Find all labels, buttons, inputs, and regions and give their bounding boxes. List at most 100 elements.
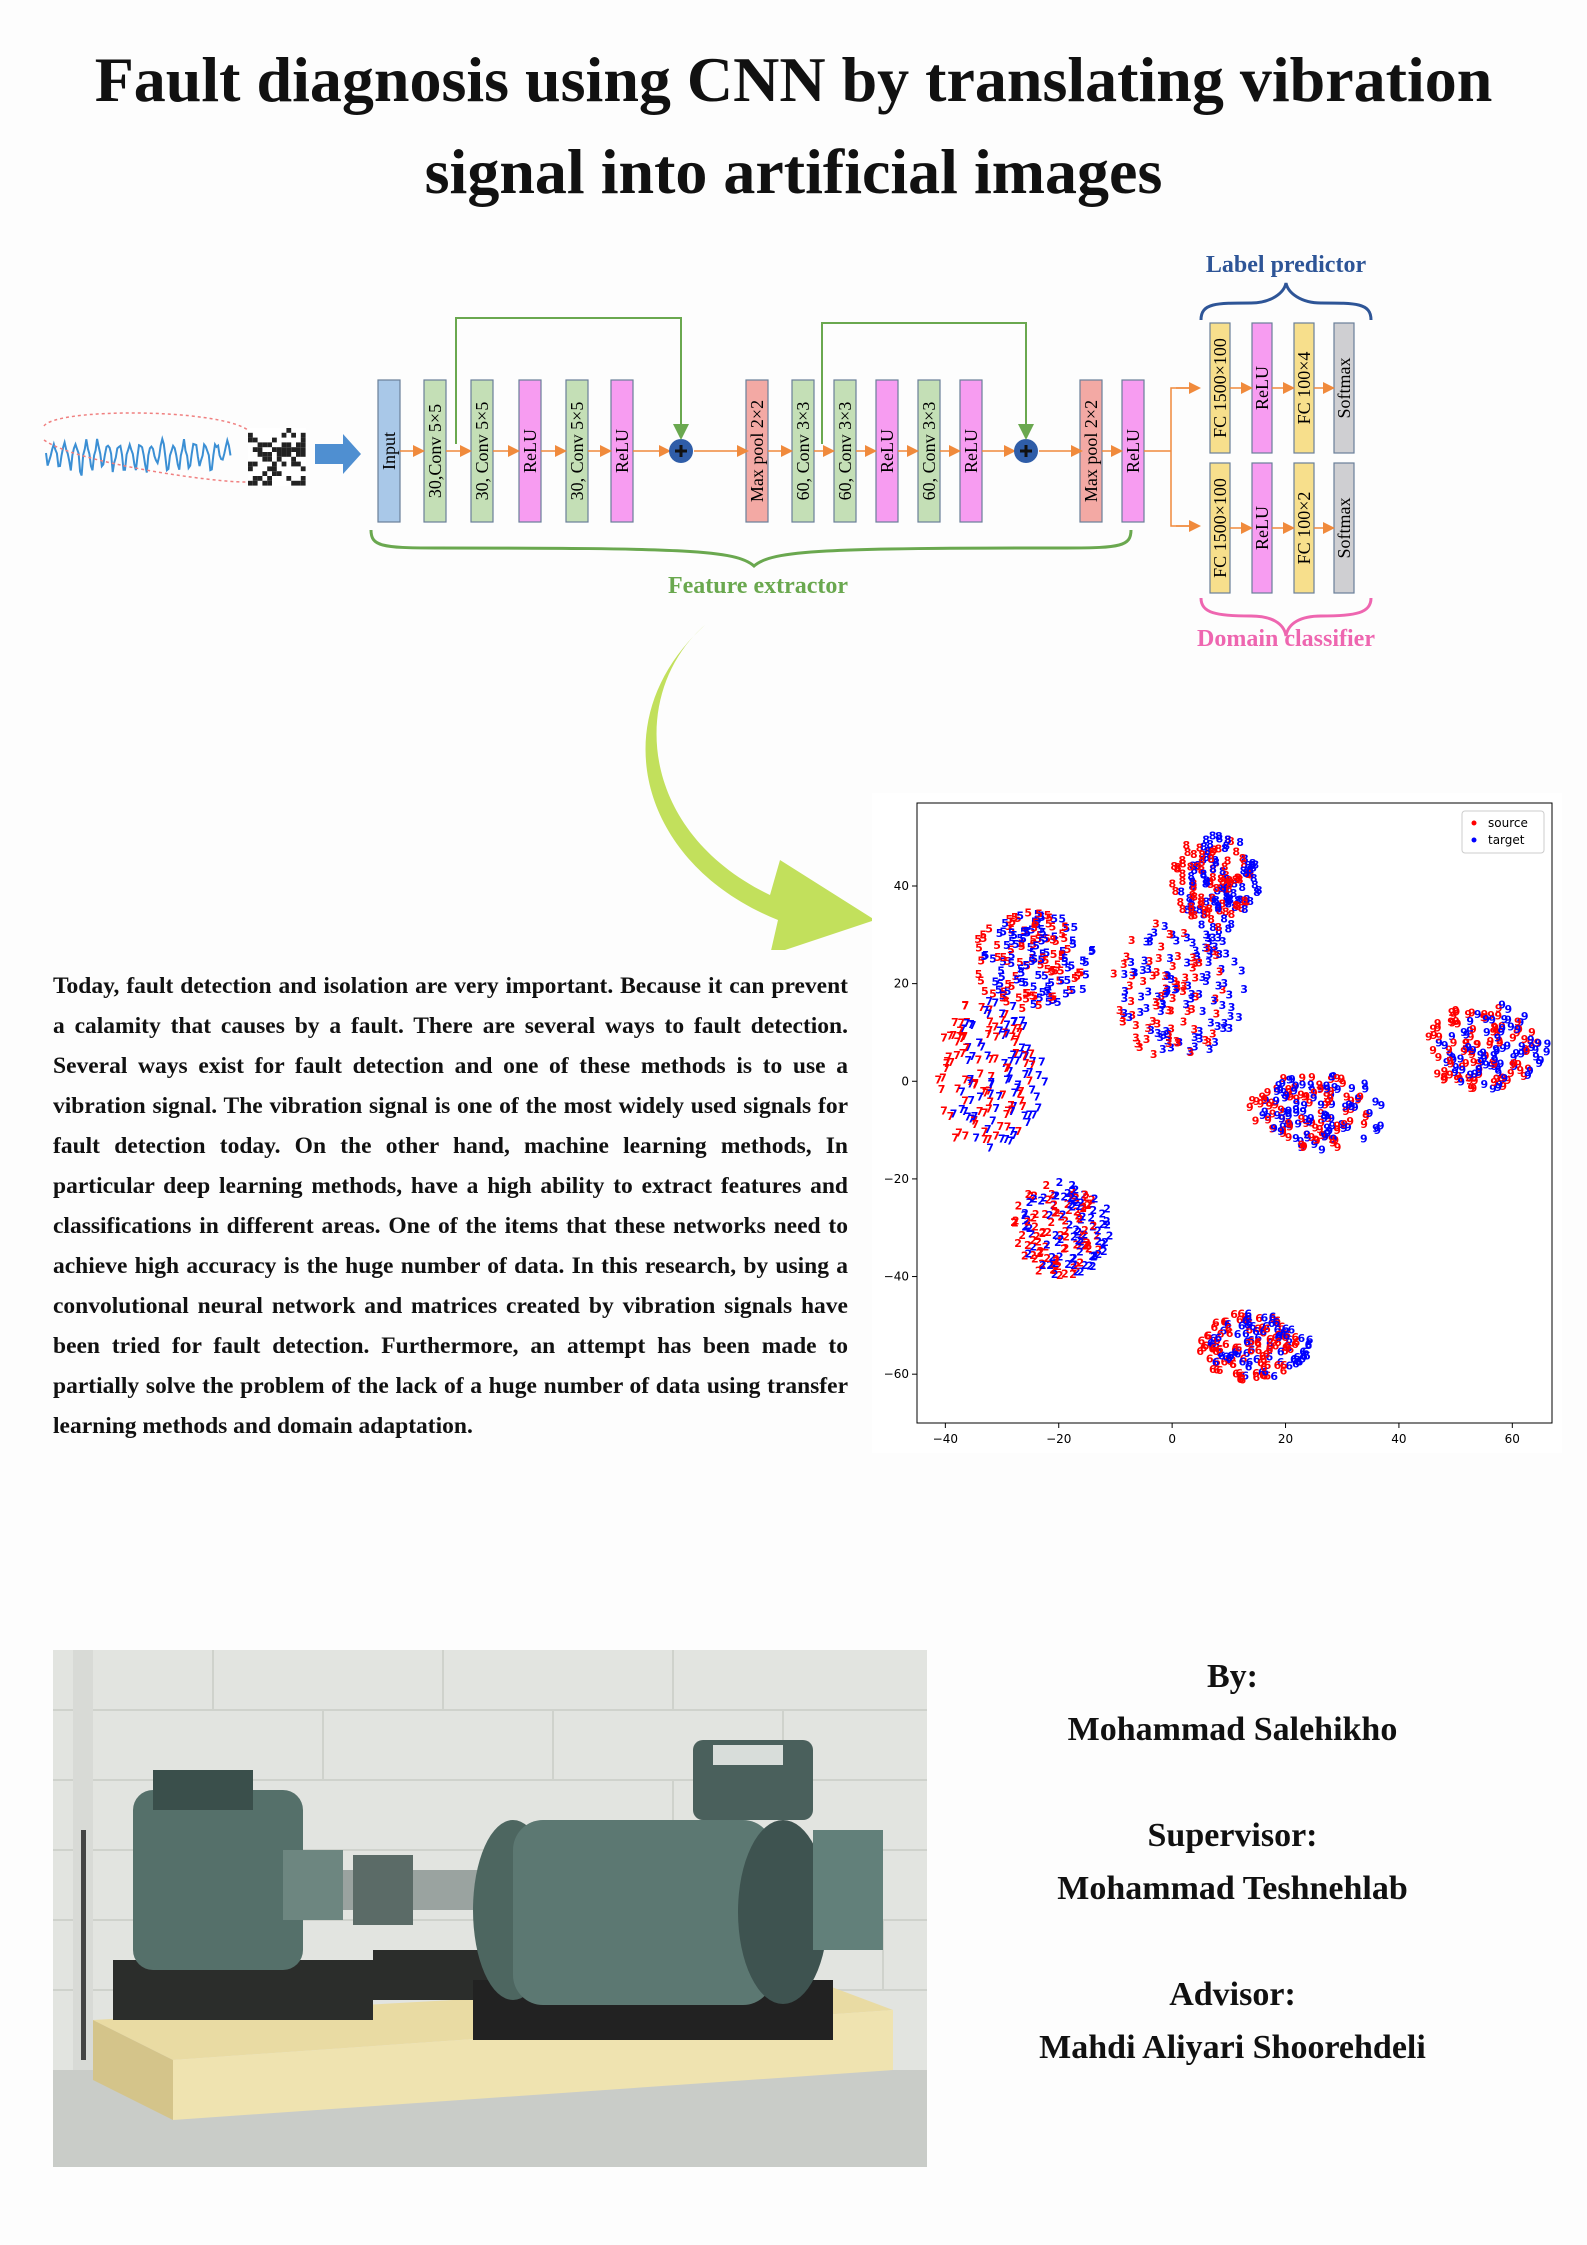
source-point: 9: [1333, 1124, 1341, 1137]
target-point: 7: [995, 1090, 1003, 1103]
source-point: 3: [1128, 934, 1136, 947]
source-point: 7: [1010, 1022, 1018, 1035]
x-tick-label: −40: [933, 1432, 958, 1446]
source-point: 6: [1198, 1334, 1206, 1347]
target-point: 9: [1494, 1081, 1502, 1094]
source-point: 3: [1152, 996, 1160, 1009]
source-point: 2: [1029, 1249, 1037, 1262]
source-point: 2: [1088, 1193, 1096, 1206]
target-point: 2: [1103, 1218, 1111, 1231]
target-point: 8: [1225, 897, 1233, 910]
source-point: 6: [1272, 1331, 1280, 1344]
source-point: 8: [1179, 903, 1187, 916]
target-point: 9: [1330, 1070, 1338, 1083]
target-point: 9: [1362, 1082, 1370, 1095]
source-point: 9: [1329, 1136, 1337, 1149]
target-point: 5: [1019, 933, 1027, 946]
source-point: 8: [1246, 867, 1254, 880]
source-point: 5: [1004, 955, 1012, 968]
source-point: 2: [1064, 1198, 1072, 1211]
source-point: 5: [1049, 964, 1057, 977]
source-point: 8: [1188, 910, 1196, 923]
source-point: 9: [1266, 1100, 1274, 1113]
target-point: 6: [1238, 1319, 1246, 1332]
source-point: 9: [1509, 1031, 1517, 1044]
target-point: 3: [1215, 980, 1223, 993]
target-point: 9: [1348, 1082, 1356, 1095]
source-point: 3: [1149, 970, 1157, 983]
source-point: 6: [1228, 1351, 1236, 1364]
target-point: 8: [1190, 880, 1198, 893]
target-point: 2: [1081, 1239, 1089, 1252]
source-point: 7: [1017, 1085, 1025, 1098]
source-point: 2: [1050, 1198, 1058, 1211]
source-point: 6: [1257, 1357, 1265, 1370]
source-point: 8: [1238, 902, 1246, 915]
source-point: 9: [1298, 1072, 1306, 1085]
target-point: 6: [1261, 1365, 1269, 1378]
target-point: 5: [995, 984, 1003, 997]
target-point: 7: [1029, 1055, 1037, 1068]
target-point: 6: [1290, 1353, 1298, 1366]
source-point: 5: [1044, 963, 1052, 976]
target-point: 2: [1064, 1258, 1072, 1271]
source-point: 2: [1010, 1216, 1018, 1229]
target-point: 2: [1069, 1184, 1077, 1197]
source-point: 5: [1032, 917, 1040, 930]
target-point: 2: [1060, 1190, 1068, 1203]
source-point: 9: [1433, 1068, 1441, 1081]
source-point: 3: [1173, 978, 1181, 991]
target-point: 8: [1223, 873, 1231, 886]
target-point: 6: [1285, 1334, 1293, 1347]
target-point: 6: [1243, 1347, 1251, 1360]
source-point: 6: [1280, 1364, 1288, 1377]
source-point: 8: [1224, 854, 1232, 867]
source-point: 3: [1190, 1023, 1198, 1036]
target-point: 5: [989, 952, 997, 965]
source-point: 6: [1291, 1338, 1299, 1351]
target-point: 8: [1188, 876, 1196, 889]
source-point: 2: [1031, 1220, 1039, 1233]
target-point: 3: [1176, 1036, 1184, 1049]
target-point: 9: [1262, 1094, 1270, 1107]
target-point: 2: [1059, 1209, 1067, 1222]
target-point: 7: [1014, 1081, 1022, 1094]
source-point: 8: [1212, 882, 1220, 895]
source-point: 5: [1075, 966, 1083, 979]
target-point: 9: [1521, 1010, 1529, 1023]
source-point: 7: [939, 1072, 947, 1085]
source-point: 3: [1153, 966, 1161, 979]
target-point: 9: [1497, 1057, 1505, 1070]
target-point: 2: [1100, 1245, 1108, 1258]
target-point: 3: [1157, 1005, 1165, 1018]
target-point: 2: [1050, 1199, 1058, 1212]
source-point: 6: [1264, 1369, 1272, 1382]
source-point: 5: [1018, 940, 1026, 953]
target-point: 3: [1172, 983, 1180, 996]
source-point: 2: [1032, 1208, 1040, 1221]
target-point: 3: [1206, 948, 1214, 961]
target-point: 9: [1503, 1040, 1511, 1053]
source-point: 9: [1297, 1089, 1305, 1102]
source-point: 8: [1196, 841, 1204, 854]
target-point: 9: [1273, 1085, 1281, 1098]
source-point: 5: [1024, 906, 1032, 919]
target-point: 6: [1216, 1347, 1224, 1360]
source-point: 3: [1165, 1004, 1173, 1017]
source-point: 6: [1261, 1370, 1269, 1383]
target-point: 3: [1240, 983, 1248, 996]
source-point: 5: [999, 992, 1007, 1005]
target-point: 6: [1290, 1353, 1298, 1366]
target-point: 7: [987, 1088, 995, 1101]
target-point: 7: [967, 1094, 975, 1107]
source-point: 3: [1196, 957, 1204, 970]
target-point: 9: [1457, 1052, 1465, 1065]
target-point: 2: [1037, 1195, 1045, 1208]
target-point: 2: [1076, 1245, 1084, 1258]
target-point: 7: [1009, 1049, 1017, 1062]
target-point: 6: [1215, 1332, 1223, 1345]
source-point: 5: [1049, 933, 1057, 946]
layer-label: Max pool 2×2: [1081, 400, 1101, 502]
target-point: 9: [1264, 1111, 1272, 1124]
target-point: 5: [1034, 908, 1042, 921]
